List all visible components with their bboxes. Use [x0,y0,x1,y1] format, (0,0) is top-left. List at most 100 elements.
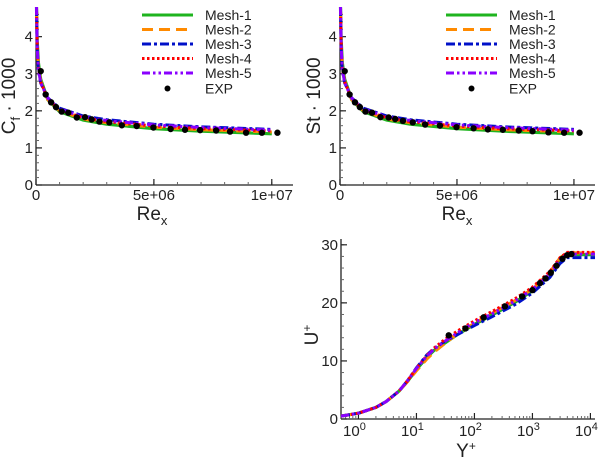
tick-base: 10 [575,423,592,440]
uplus-x-tick-label: 103 [517,421,540,440]
st-exp-point [341,67,348,75]
st-exp-point [368,109,376,116]
cf-exp-point [52,103,60,111]
st-exp-point [351,99,359,106]
legend-swatch-exp [468,85,475,92]
uplus-series-mesh-5 [340,252,595,418]
uplus-exp-point [445,332,452,339]
cf-x-tick-label: 1e+07 [251,187,293,204]
st-exp-point [399,117,407,125]
st-x-tick-label: 5e+06 [436,187,478,204]
uplus-series-mesh-4 [340,250,595,418]
uplus-exp-point [559,255,566,262]
tick-exponent: 1 [418,421,424,433]
legend-label: Mesh-3 [205,36,252,52]
uplus-exp-point [501,303,509,310]
uplus-x-tick-label: 101 [401,421,424,440]
cf-chart: 0 5e+06 1e+07 0 1 2 3 4 Mesh-1Mesh-2Mesh-3Mesh-4… [25,6,293,204]
legend-label: Mesh-2 [205,22,252,38]
legend-label: Mesh-5 [205,65,252,81]
st-exp-point [484,126,492,133]
cf-exp-point [65,109,72,116]
st-exp-point [529,128,536,135]
st-exp-point [453,123,460,131]
uplus-y-tick-label: 30 [321,237,338,254]
st-exp-point [421,121,429,128]
st-exp-point [560,129,568,136]
st-exp-point [545,129,552,136]
cf-series-mesh-5 [35,6,272,132]
uplus-plot: U+ Y+ [300,325,476,461]
tick-exponent: 0 [360,421,366,433]
uplus-exp-point [480,314,487,321]
cf-exp-point [181,126,189,133]
st-exp-point [436,122,444,129]
uplus-series-mesh-2 [340,251,595,418]
st-exp-point [576,129,583,136]
st-exp-point [346,91,353,98]
legend-label: EXP [509,81,537,97]
uplus-x-tick-label: 102 [459,421,482,440]
st-exp-point [515,127,522,134]
tick-exponent: 2 [476,421,482,433]
uplus-series-mesh-1 [340,253,595,418]
cf-exp-point [96,118,103,125]
st-y-tick-label: 1 [329,140,337,157]
cf-exp-point [106,119,113,126]
uplus-exp-point [462,325,469,332]
tick-exponent: 4 [592,421,598,433]
cf-y-tick-label: 2 [25,103,33,120]
cf-exp-point [73,114,80,121]
cf-exp-point [242,129,250,136]
uplus-y-axis-label: U+ [300,325,323,346]
cf-x-tick-label: 0 [32,187,40,204]
cf-exp-point [167,125,174,133]
st-x-tick-label: 0 [336,187,344,204]
uplus-x-axis-label: Y+ [456,439,476,461]
st-y-tick-label: 4 [329,29,337,46]
cf-exp-point [58,108,65,115]
cf-plot: Cf · 1000 Rex [0,58,168,228]
cf-y-tick-label: 1 [25,140,33,157]
legend-label: Mesh-1 [509,7,556,23]
cf-exp-point [212,127,220,134]
cf-exp-point [37,67,44,75]
cf-x-axis-label: Rex [137,204,168,228]
st-y-tick-label: 3 [329,66,337,83]
uplus-exp-point [547,269,555,276]
uplus-exp-point [529,286,536,294]
st-exp-point [392,115,399,123]
cf-exp-point [133,122,140,130]
cf-exp-point [274,129,281,136]
uplus-exp-point [536,279,544,287]
cf-y-tick-label: 4 [25,29,33,46]
tick-exponent: 3 [534,421,540,433]
legend-label: Mesh-4 [509,51,556,67]
cf-exp-point [81,113,89,121]
uplus-exp-point [542,275,549,282]
st-x-axis-label: Rex [442,204,473,228]
cf-exp-point [150,124,157,131]
cf-exp-point [47,99,55,106]
st-exp-point [409,119,416,126]
cf-exp-point [226,128,234,135]
st-y-tick-label: 2 [329,103,337,120]
cf-y-axis-label: Cf · 1000 [0,58,23,135]
st-exp-point [470,125,477,132]
st-x-tick-label: 1e+07 [553,187,595,204]
uplus-exp-point [568,250,575,258]
uplus-x-tick-label: 100 [343,421,366,440]
st-exp-point [356,103,364,111]
legend-label: Mesh-1 [205,7,252,23]
st-exp-point [499,126,507,133]
uplus-x-tick-label: 104 [575,421,598,440]
cf-exp-point [258,129,266,136]
st-plot: St · 1000 Rex [304,57,473,228]
legend-label: Mesh-4 [205,51,252,67]
cf-exp-point [88,116,95,123]
tick-base: 10 [517,423,534,440]
